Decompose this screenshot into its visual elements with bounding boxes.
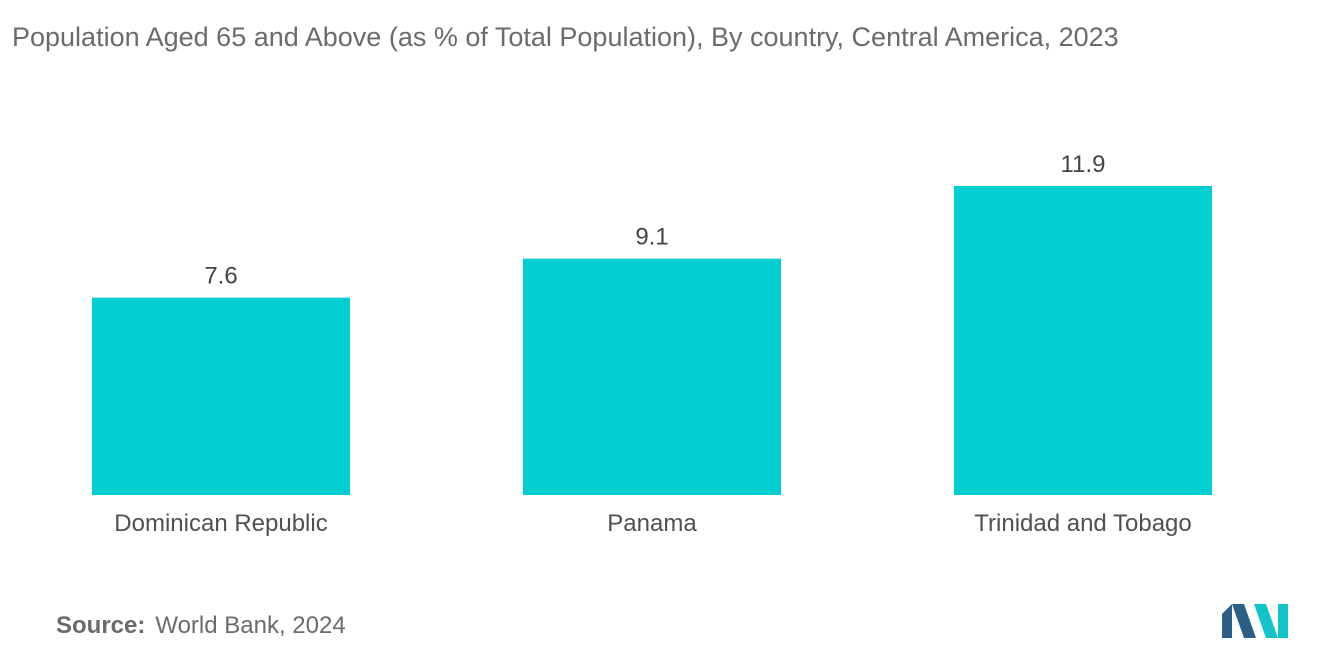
bar-chart: 7.6 Dominican Republic 9.1 Panama 11.9 Trinid… bbox=[92, 151, 1212, 537]
source-label: Source: bbox=[56, 612, 146, 639]
bar-panama bbox=[523, 258, 781, 495]
brand-logo-icon bbox=[1222, 604, 1288, 638]
source-text: World Bank, 2024 bbox=[155, 612, 346, 639]
category-label: Panama bbox=[607, 510, 697, 537]
bar-trinidad-and-tobago bbox=[954, 186, 1212, 495]
logo-left-stroke bbox=[1222, 604, 1232, 638]
category-label: Dominican Republic bbox=[114, 510, 327, 537]
logo-right-diagonal bbox=[1254, 604, 1278, 638]
category-label: Trinidad and Tobago bbox=[974, 510, 1192, 537]
chart-title: Population Aged 65 and Above (as % of To… bbox=[12, 22, 1119, 52]
value-label: 7.6 bbox=[204, 263, 237, 290]
value-label: 9.1 bbox=[635, 224, 668, 251]
bar-dominican-republic bbox=[92, 297, 350, 495]
logo-right-stroke bbox=[1278, 604, 1288, 638]
value-label: 11.9 bbox=[1061, 151, 1106, 178]
logo-left-diagonal bbox=[1232, 604, 1256, 638]
source-note: Source: World Bank, 2024 bbox=[56, 612, 346, 640]
